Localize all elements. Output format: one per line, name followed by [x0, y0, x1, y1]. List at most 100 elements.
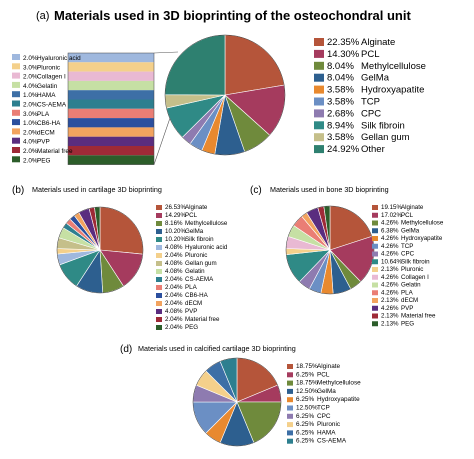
legend-c-swatch-7 — [372, 259, 378, 265]
other-bar-seg-7 — [68, 118, 154, 128]
legend-d-value-5: 12.50% — [296, 405, 318, 412]
legend-b-value-7: 4.08% — [165, 260, 183, 267]
legend-b-value-13: 4.08% — [165, 308, 183, 315]
other-bar-seg-4 — [68, 90, 154, 100]
legend-c-swatch-3 — [372, 228, 378, 234]
other-legend-value-2: 2.0% — [23, 74, 38, 81]
legend-b-label-5: Hyaluronic acid — [185, 244, 228, 251]
legend-c-label-3: GelMa — [401, 227, 420, 234]
other-legend-swatch-1 — [12, 63, 20, 70]
pie-d-outline — [192, 357, 282, 447]
legend-c-label-12: dECM — [401, 297, 418, 304]
legend-c-swatch-1 — [372, 212, 378, 218]
legend-d-label-8: HAMA — [317, 429, 336, 436]
other-legend-label-8: dECM — [37, 129, 55, 136]
other-legend-label-2: Collagen I — [37, 74, 66, 81]
legend-b-label-2: Methylcellulose — [185, 220, 228, 227]
legend-c-swatch-11 — [372, 290, 378, 296]
legend-b-swatch-8 — [156, 269, 162, 274]
legend-c-swatch-12 — [372, 298, 378, 303]
legend-a-swatch-6 — [314, 109, 324, 118]
other-legend-label-1: Pluronic — [37, 64, 61, 71]
legend-b-swatch-15 — [156, 325, 162, 330]
legend-b-label-13: PVP — [185, 308, 197, 315]
pie-c-outline — [285, 205, 375, 295]
panel-b-title: Materials used in cartilage 3D bioprinti… — [32, 185, 162, 194]
legend-d-value-6: 6.25% — [296, 413, 314, 420]
legend-c-swatch-8 — [372, 267, 378, 272]
panel-a-title: Materials used in 3D bioprinting of the … — [54, 8, 411, 23]
pie-b-outline — [56, 206, 144, 294]
panel-a-label: (a) — [36, 10, 49, 22]
legend-b-value-3: 10.20% — [165, 228, 186, 235]
legend-c-value-12: 2.13% — [381, 297, 399, 304]
other-bar-outline — [67, 52, 155, 165]
legend-a-value-6: 2.68% — [327, 108, 354, 119]
other-legend-value-3: 4.0% — [23, 83, 38, 90]
other-legend-value-1: 3.0% — [23, 64, 38, 71]
legend-a-value-7: 8.94% — [327, 120, 354, 131]
legend-a-swatch-7 — [314, 121, 324, 130]
legend-d-swatch-0 — [287, 364, 293, 369]
legend-c-label-9: Collagen I — [401, 274, 429, 281]
legend-d-value-0: 18.75% — [296, 363, 318, 370]
legend-b-value-0: 26.53% — [165, 204, 186, 211]
legend-d-value-4: 6.25% — [296, 396, 314, 403]
legend-d-swatch-9 — [287, 438, 293, 444]
legend-b-swatch-10 — [156, 285, 162, 290]
panel-b-label: (b) — [12, 185, 24, 196]
other-legend-swatch-11 — [12, 156, 20, 163]
legend-d-label-9: CS-AEMA — [317, 438, 347, 445]
legend-d-value-7: 6.25% — [296, 421, 314, 428]
legend-b-value-8: 4.08% — [165, 268, 183, 275]
pie-a-outline — [164, 34, 286, 156]
legend-c-swatch-6 — [372, 251, 378, 257]
legend-c-swatch-10 — [372, 282, 378, 288]
legend-b-label-1: PCL — [185, 212, 198, 219]
legend-c-label-8: Pluronic — [401, 266, 423, 273]
legend-c-swatch-4 — [372, 236, 378, 241]
legend-b-swatch-9 — [156, 277, 162, 282]
legend-b-swatch-14 — [156, 317, 162, 322]
legend-c-swatch-14 — [372, 313, 378, 319]
legend-b-swatch-5 — [156, 245, 162, 250]
legend-b-label-12: dECM — [185, 300, 202, 307]
other-legend-value-9: 4.0% — [23, 139, 38, 146]
legend-b-value-15: 2.04% — [165, 324, 183, 331]
other-legend-swatch-0 — [12, 54, 20, 60]
legend-d-swatch-1 — [287, 372, 293, 378]
other-legend-label-9: PVP — [37, 139, 50, 146]
other-legend-value-5: 2.0% — [23, 102, 38, 109]
legend-a-swatch-5 — [314, 97, 324, 106]
other-legend-swatch-7 — [12, 119, 20, 126]
legend-b-label-14: Material free — [185, 316, 220, 323]
legend-d-value-2: 18.75% — [296, 380, 318, 387]
legend-a-swatch-4 — [314, 85, 324, 94]
other-connector-bottom — [153, 117, 171, 165]
legend-c-label-11: PLA — [401, 289, 414, 296]
panel-d-label: (d) — [120, 344, 132, 355]
legend-a-swatch-1 — [314, 49, 324, 58]
legend-c-value-11: 4.26% — [381, 289, 399, 296]
legend-b-label-9: CS-AEMA — [185, 276, 214, 283]
legend-c-label-2: Methylcellulose — [401, 220, 444, 227]
other-legend-label-5: CS-AEMA — [37, 102, 67, 109]
legend-d-value-3: 12.50% — [296, 388, 318, 395]
legend-a-value-0: 22.35% — [327, 37, 360, 48]
legend-a-label-7: Silk fibroin — [361, 120, 405, 131]
legend-c-value-5: 4.26% — [381, 243, 399, 250]
legend-c-value-6: 4.26% — [381, 251, 399, 258]
legend-c-value-10: 4.26% — [381, 282, 399, 289]
legend-d-label-1: PCL — [317, 371, 330, 378]
other-legend-value-7: 1.0% — [23, 120, 38, 127]
legend-d-swatch-6 — [287, 413, 293, 419]
legend-b-swatch-13 — [156, 309, 162, 314]
legend-a-label-6: CPC — [361, 108, 381, 119]
legend-c-value-0: 19.15% — [381, 204, 402, 211]
legend-d-swatch-2 — [287, 380, 293, 386]
legend-d-label-7: Pluronic — [317, 421, 341, 428]
legend-d-swatch-4 — [287, 397, 293, 403]
legend-b-swatch-6 — [156, 253, 162, 258]
legend-c-value-2: 4.26% — [381, 220, 399, 227]
